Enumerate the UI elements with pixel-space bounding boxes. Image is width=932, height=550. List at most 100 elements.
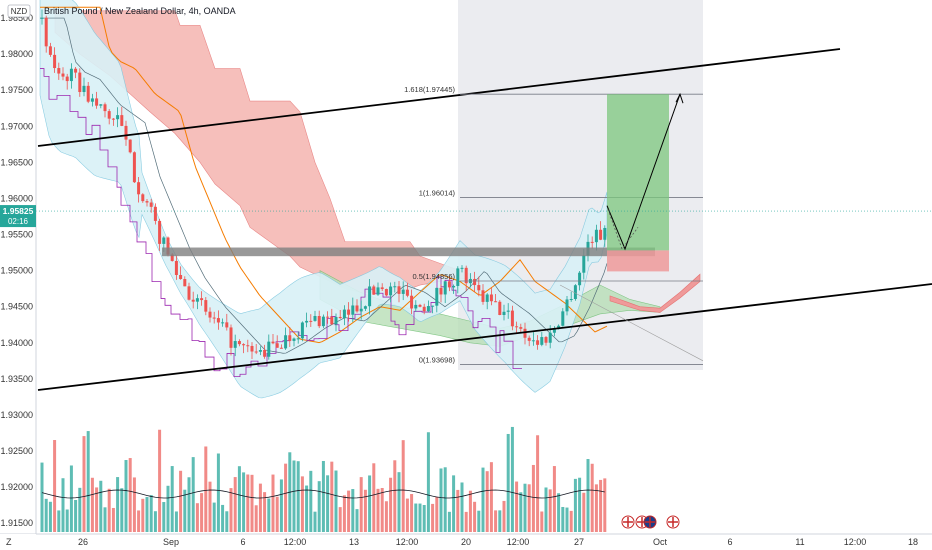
- candle-body: [431, 305, 435, 307]
- candle-body: [229, 327, 233, 348]
- volume-bar: [132, 477, 136, 532]
- upper-trendline: [37, 48, 841, 147]
- volume-bar: [418, 503, 422, 532]
- volume-bar: [506, 433, 510, 532]
- candle-body: [69, 68, 73, 82]
- volume-bar: [460, 482, 464, 532]
- candle-body: [523, 328, 527, 338]
- candle-body: [590, 241, 594, 243]
- x-tick-label: 20: [461, 537, 471, 547]
- candle-body: [74, 68, 78, 73]
- volume-bar: [225, 511, 229, 532]
- candle-body: [250, 345, 254, 352]
- volume-bar: [284, 463, 288, 532]
- volume-bar: [368, 475, 372, 532]
- candle-body: [489, 294, 493, 302]
- candles: [40, 9, 607, 360]
- volume-bar: [200, 493, 204, 532]
- candle-body: [267, 341, 271, 357]
- candle-body: [510, 310, 514, 327]
- volume-bar: [44, 498, 48, 532]
- candle-body: [540, 337, 544, 345]
- y-tick-label: 1.96500: [0, 157, 33, 167]
- volume-bar: [443, 467, 447, 532]
- y-tick-label: 1.95500: [0, 230, 33, 240]
- candle-body: [397, 286, 401, 294]
- y-tick-label: 1.95000: [0, 266, 33, 276]
- volume-bar: [330, 461, 334, 532]
- candle-body: [443, 281, 447, 295]
- volume-bar: [65, 509, 69, 532]
- drawings[interactable]: 1.618(1.97445) 1(1.96014) 0.5(1.94856) 0(1.…: [0, 48, 932, 529]
- volume-bar: [170, 466, 174, 532]
- candle-body: [435, 287, 439, 306]
- volume-bar: [208, 481, 212, 532]
- volume-bar: [221, 504, 225, 532]
- candle-body: [86, 85, 90, 102]
- dashed-path: [607, 209, 639, 250]
- candle-body: [473, 278, 477, 286]
- candle-body: [82, 85, 86, 93]
- candle-body: [384, 289, 388, 296]
- candle-body: [372, 286, 376, 295]
- candle-body: [313, 316, 317, 321]
- candle-body: [494, 301, 498, 303]
- candle-body: [531, 340, 535, 342]
- candle-body: [506, 310, 510, 312]
- volume-bar: [321, 460, 325, 532]
- price-tag: [0, 205, 36, 228]
- x-tick-label: 26: [78, 537, 88, 547]
- volume-bars: [40, 426, 607, 532]
- zoom-label: Z: [6, 537, 12, 547]
- volume-bar: [162, 502, 166, 532]
- volume-bar: [410, 494, 414, 532]
- candle-body: [90, 98, 94, 102]
- candle-body: [174, 260, 178, 275]
- volume-bar: [569, 510, 573, 532]
- volume-bar: [57, 510, 61, 532]
- candle-body: [347, 309, 351, 315]
- volume-bar: [510, 426, 514, 532]
- candle-body: [422, 306, 426, 312]
- candle-body: [132, 152, 136, 183]
- arrow-head-icon: [675, 92, 684, 104]
- volume-bar: [531, 464, 535, 532]
- volume-bar: [158, 429, 162, 532]
- candle-body: [515, 326, 519, 328]
- volume-bar: [179, 470, 183, 532]
- candle-body: [44, 17, 48, 47]
- candle-body: [95, 98, 99, 106]
- volume-bar: [124, 460, 128, 532]
- volume-bar: [326, 475, 330, 532]
- volume-bar: [573, 478, 577, 532]
- candle-body: [271, 341, 275, 344]
- volume-bar: [111, 507, 115, 532]
- volume-bar: [187, 477, 191, 532]
- candle-body: [208, 311, 212, 318]
- candle-body: [254, 351, 258, 353]
- candle-body: [519, 327, 523, 329]
- candle-body: [191, 299, 195, 302]
- candle-body: [359, 308, 363, 312]
- volume-bar: [145, 497, 149, 532]
- y-axis-bg: [0, 0, 36, 550]
- candle-body: [426, 306, 430, 312]
- candle-body: [527, 337, 531, 341]
- candle-body: [414, 304, 418, 309]
- volume-bar: [557, 493, 561, 532]
- candle-body: [594, 229, 598, 243]
- volume-bar: [300, 476, 304, 532]
- volume-bar: [380, 487, 384, 532]
- x-tick-label: 12:00: [284, 537, 307, 547]
- volume-bar: [372, 463, 376, 532]
- volume-bar: [166, 485, 170, 532]
- y-tick-label: 1.98000: [0, 49, 33, 59]
- volume-bar: [191, 457, 195, 532]
- volume-bar: [204, 446, 208, 532]
- volume-bar: [267, 498, 271, 532]
- y-tick-label: 1.91500: [0, 518, 33, 528]
- candle-body: [137, 182, 141, 195]
